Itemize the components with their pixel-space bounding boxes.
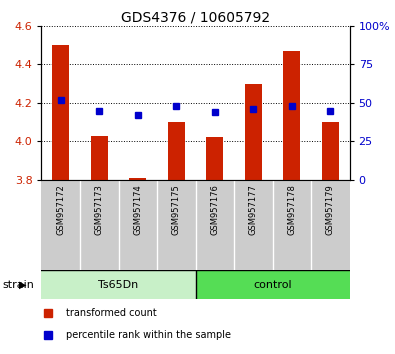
Text: GSM957176: GSM957176 [210,184,219,235]
Text: percentile rank within the sample: percentile rank within the sample [66,330,231,340]
Bar [283,51,301,180]
Bar [129,178,147,180]
Bar [167,122,185,180]
Text: GSM957177: GSM957177 [249,184,258,235]
Text: GSM957175: GSM957175 [172,184,181,235]
Bar [41,270,196,299]
Text: GSM957173: GSM957173 [95,184,104,235]
Bar [90,136,108,180]
Text: ▶: ▶ [19,280,26,290]
Text: GSM957179: GSM957179 [326,184,335,235]
Text: GSM957174: GSM957174 [133,184,142,235]
Text: control: control [253,280,292,290]
Bar [52,45,70,180]
Text: GSM957172: GSM957172 [56,184,65,235]
Text: GSM957178: GSM957178 [287,184,296,235]
Bar [196,270,350,299]
Title: GDS4376 / 10605792: GDS4376 / 10605792 [121,11,270,25]
Text: transformed count: transformed count [66,308,157,318]
Bar [322,122,339,180]
Text: Ts65Dn: Ts65Dn [98,280,139,290]
Text: strain: strain [2,280,34,290]
Bar [245,84,262,180]
Bar [206,137,224,180]
